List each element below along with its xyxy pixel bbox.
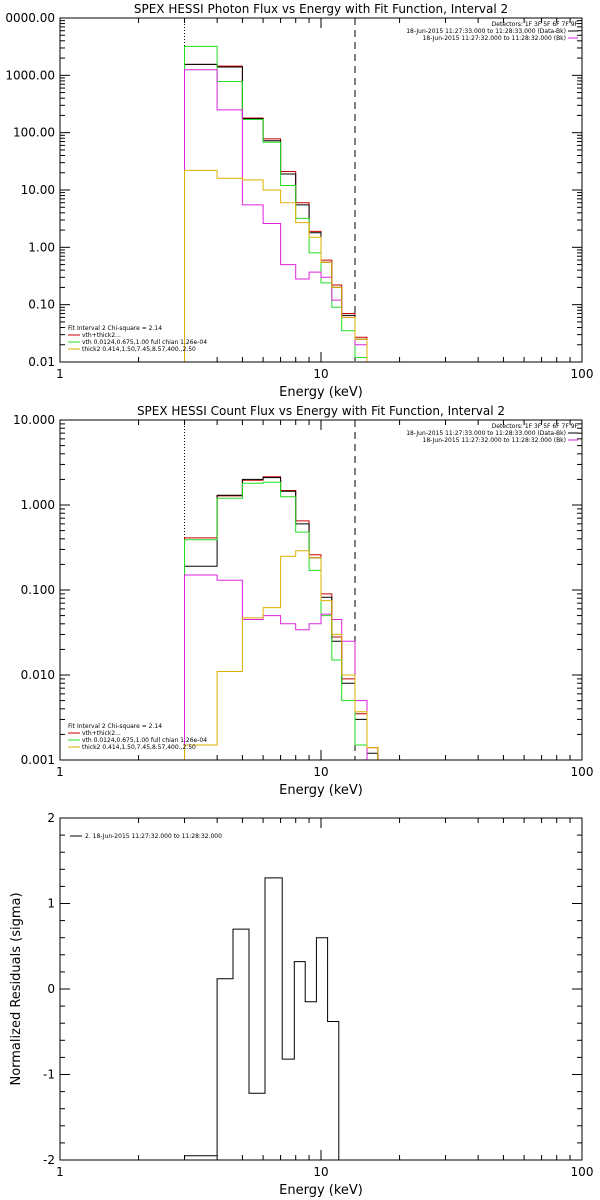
chart-title: SPEX HESSI Count Flux vs Energy with Fit… <box>137 404 505 418</box>
legend-entry: vth 0.0124,0.675,1.00 full chian 1.26e-0… <box>82 737 207 744</box>
legend-entry: Detectors: 1F 3F 5F 6F 7F 9F <box>492 21 579 28</box>
x-tick-label: 10 <box>313 367 328 381</box>
y-tick-label: 0000.00 <box>5 11 55 25</box>
chart-2: SPEX HESSI Count Flux vs Energy with Fit… <box>13 404 593 798</box>
y-tick-label: 0.001 <box>21 753 55 767</box>
x-tick-label: 10 <box>313 765 328 779</box>
x-tick-label: 1 <box>56 1165 64 1179</box>
series-group <box>184 476 379 760</box>
series-line-5 <box>184 550 379 760</box>
x-tick-label: 100 <box>571 765 594 779</box>
series-line-1 <box>184 63 378 362</box>
x-axis-label: Energy (keV) <box>279 1183 363 1198</box>
series-line-2 <box>184 477 379 760</box>
y-tick-label: 10.00 <box>21 183 55 197</box>
legend-entry: 18-Jun-2015 11:27:33.000 to 11:28:33.000… <box>406 430 566 437</box>
legend-entry: thick2 0.414,1.50,7.45,8.57,400.,2.50 <box>82 744 196 751</box>
legend-entry: vth+thick2... <box>82 332 121 339</box>
y-tick-label: 0.10 <box>28 298 55 312</box>
y-tick-label: 1.000 <box>21 498 55 512</box>
plot-frame <box>59 17 583 363</box>
legend-entry: 18-Jun-2015 11:27:32.000 to 11:28:32.000… <box>423 35 566 42</box>
x-axis-label: Energy (keV) <box>279 783 363 798</box>
legend-entry: 18-Jun-2015 11:27:33.000 to 11:28:33.000… <box>406 28 566 35</box>
plot-frame <box>59 817 583 1161</box>
series-group <box>184 45 379 362</box>
series-line-1 <box>184 476 379 760</box>
x-tick-label: 100 <box>571 367 594 381</box>
y-tick-label: -1 <box>43 1068 55 1082</box>
y-tick-label: 1000.00 <box>5 68 55 82</box>
y-tick-label: 100.00 <box>13 126 55 140</box>
y-axis-label: Normalized Residuals (sigma) <box>9 892 24 1085</box>
legend-entry: Detectors: 1F 3F 5F 6F 7F 9F <box>492 423 579 430</box>
legend-entry: vth+thick2... <box>82 730 121 737</box>
series-line-3 <box>184 481 368 760</box>
x-tick-label: 1 <box>56 765 64 779</box>
series-group <box>184 877 340 1160</box>
series-line-1 <box>184 877 340 1160</box>
series-line-2 <box>184 63 379 362</box>
y-tick-label: 10.000 <box>13 413 55 427</box>
legend-entry: vth 0.0124,0.675,1.00 full chian 1.26e-0… <box>82 339 207 346</box>
y-tick-label: 0.100 <box>21 583 55 597</box>
x-tick-label: 100 <box>571 1165 594 1179</box>
chart-1: SPEX HESSI Photon Flux vs Energy with Fi… <box>5 2 593 400</box>
legend-entry: 2. 18-Jun-2015 11:27:32.000 to 11:28:32.… <box>85 833 222 840</box>
y-tick-label: -2 <box>43 1153 55 1167</box>
x-tick-label: 1 <box>56 367 64 381</box>
series-line-5 <box>184 169 378 362</box>
series-line-4 <box>184 69 368 362</box>
y-tick-label: 0.010 <box>21 668 55 682</box>
plot-frame <box>59 419 583 761</box>
legend-entry: thick2 0.414,1.50,7.45,8.57,400.,2.50 <box>82 346 196 353</box>
y-tick-label: 0.01 <box>28 355 55 369</box>
series-line-4 <box>184 574 368 760</box>
x-axis-label: Energy (keV) <box>279 385 363 400</box>
x-tick-label: 10 <box>313 1165 328 1179</box>
y-tick-label: 2 <box>47 811 55 825</box>
legend-title: Fit Interval 2 Chi-square = 2.14 <box>68 723 162 730</box>
series-line-3 <box>184 45 368 362</box>
chart-title: SPEX HESSI Photon Flux vs Energy with Fi… <box>134 2 508 16</box>
chart-3: 1 10 100 Energy (keV) -2 -1 0 1 2 Normalized Resi… <box>9 811 593 1198</box>
legend-entry: 18-Jun-2015 11:27:32.000 to 11:28:32.000… <box>423 437 566 444</box>
y-tick-label: 1 <box>47 897 55 911</box>
y-tick-label: 1.00 <box>28 240 55 254</box>
y-tick-label: 0 <box>47 982 55 996</box>
legend-title: Fit Interval 2 Chi-square = 2.14 <box>68 325 162 332</box>
